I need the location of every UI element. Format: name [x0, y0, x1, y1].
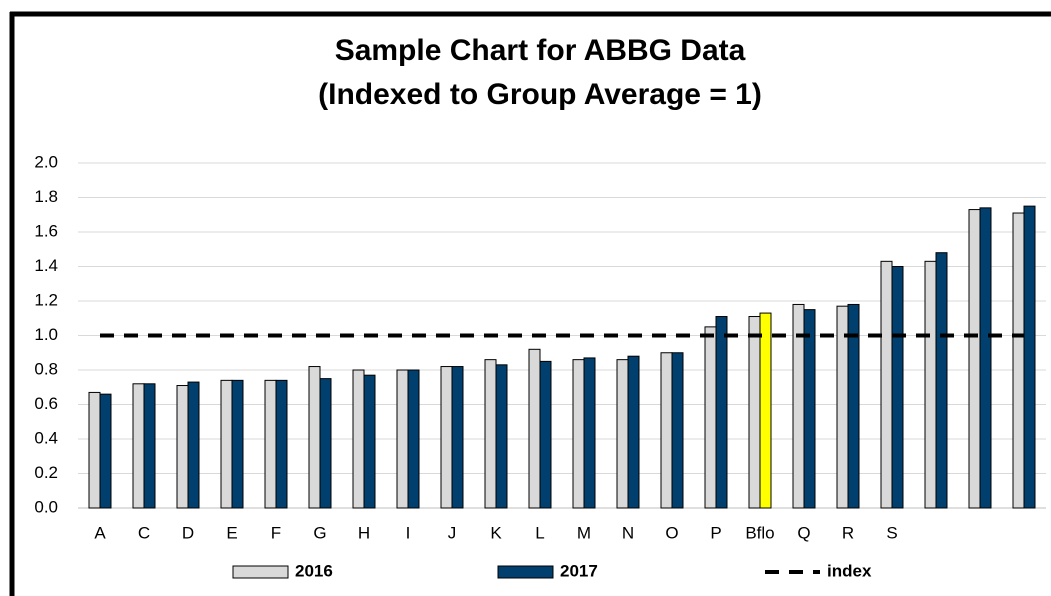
- bar: [88, 391, 101, 509]
- x-tick-label: N: [622, 523, 634, 542]
- bar: [187, 381, 200, 509]
- bar: [880, 260, 893, 509]
- bar: [671, 352, 684, 509]
- y-tick-label: 2.0: [34, 152, 58, 171]
- legend-label: 2017: [560, 561, 598, 580]
- x-tick-label: C: [138, 523, 150, 542]
- y-tick-label: 0.0: [34, 497, 58, 516]
- x-tick-label: A: [94, 523, 106, 542]
- y-tick-label: 1.2: [34, 290, 58, 309]
- bar: [715, 316, 728, 509]
- bar: [143, 383, 156, 509]
- y-tick-label: 0.6: [34, 394, 58, 413]
- x-tick-label: I: [406, 523, 411, 542]
- bar: [759, 312, 772, 509]
- x-tick-label: F: [271, 523, 281, 542]
- bar: [319, 378, 332, 509]
- y-tick-label: 1.8: [34, 187, 58, 206]
- y-tick-label: 0.2: [34, 463, 58, 482]
- bar: [847, 303, 860, 509]
- bar: [451, 366, 464, 509]
- y-tick-label: 1.0: [34, 325, 58, 344]
- bar: [407, 369, 420, 509]
- bar: [99, 393, 112, 509]
- x-tick-label: K: [490, 523, 502, 542]
- x-tick-label: R: [842, 523, 854, 542]
- x-tick-label: J: [448, 523, 457, 542]
- x-tick-label: O: [665, 523, 678, 542]
- legend-label: 2016: [295, 561, 333, 580]
- bar: [308, 366, 321, 509]
- x-tick-label: H: [358, 523, 370, 542]
- x-tick-label: D: [182, 523, 194, 542]
- bar: [891, 266, 904, 509]
- y-tick-label: 1.6: [34, 221, 58, 240]
- bar: [572, 359, 585, 509]
- bar: [583, 357, 596, 509]
- x-tick-label: L: [535, 523, 544, 542]
- bar: [660, 352, 673, 509]
- bar: [528, 348, 541, 509]
- bar: [484, 359, 497, 509]
- x-tick-label: M: [577, 523, 591, 542]
- x-tick-label: Bflo: [745, 523, 774, 542]
- bar: [935, 252, 948, 509]
- chart-subtitle: (Indexed to Group Average = 1): [318, 78, 762, 111]
- x-tick-label: P: [710, 523, 721, 542]
- bar: [176, 385, 189, 509]
- bar: [396, 369, 409, 509]
- y-tick-label: 1.4: [34, 256, 58, 275]
- x-tick-label: S: [886, 523, 897, 542]
- y-tick-label: 0.4: [34, 428, 58, 447]
- bar: [627, 355, 640, 509]
- y-tick-label: 0.8: [34, 359, 58, 378]
- bar: [968, 209, 981, 509]
- bar: [924, 260, 937, 509]
- bar: [1023, 205, 1036, 509]
- bar: [440, 366, 453, 509]
- bar: [748, 316, 761, 509]
- x-tick-label: G: [313, 523, 326, 542]
- bar: [220, 379, 233, 509]
- bar: [539, 360, 552, 509]
- bar: [264, 379, 277, 509]
- bar: [704, 326, 717, 509]
- bar: [979, 207, 992, 509]
- bar: [495, 364, 508, 509]
- legend-swatch: [497, 565, 554, 579]
- bar: [132, 383, 145, 509]
- bar: [352, 369, 365, 509]
- chart-title: Sample Chart for ABBG Data: [335, 34, 746, 67]
- bar: [1012, 212, 1025, 509]
- bar: [616, 359, 629, 509]
- bar: [803, 309, 816, 509]
- bar: [231, 379, 244, 509]
- bar: [275, 379, 288, 509]
- x-tick-label: E: [226, 523, 237, 542]
- x-tick-label: Q: [797, 523, 810, 542]
- bar: [363, 374, 376, 509]
- legend-label: index: [827, 561, 872, 580]
- legend-swatch: [232, 565, 289, 579]
